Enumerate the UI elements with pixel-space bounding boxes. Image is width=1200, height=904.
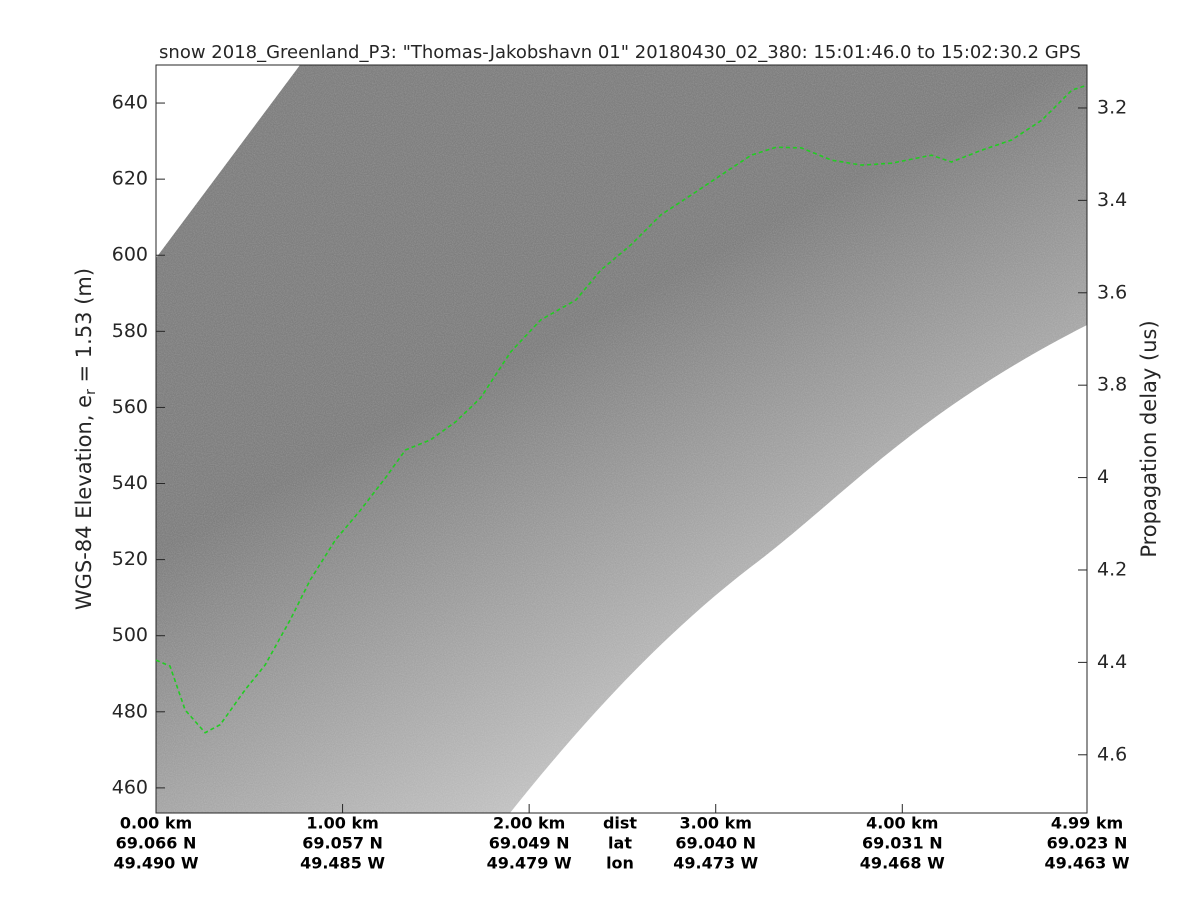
lat-label: 69.057 N: [302, 834, 383, 853]
lon-label: 49.479 W: [487, 854, 572, 873]
lon-label: 49.485 W: [300, 854, 385, 873]
y-tick-label: 540: [112, 472, 148, 494]
y-axis-label: WGS-84 Elevation, er = 1.53 (m): [72, 268, 99, 610]
row-label: lon: [606, 854, 634, 873]
y2-tick-label: 4.2: [1097, 558, 1127, 580]
x-tick-label: 4.00 km: [866, 814, 938, 833]
lat-label: 69.040 N: [675, 834, 756, 853]
x-tick-label: 3.00 km: [680, 814, 752, 833]
y-axis-label-end: = 1.53 (m): [72, 268, 96, 389]
y2-tick-label: 4.4: [1097, 651, 1127, 673]
lat-label: 69.031 N: [862, 834, 943, 853]
row-label: lat: [608, 834, 632, 853]
y-axis-label-sub: r: [83, 389, 99, 395]
chart-title: snow 2018_Greenland_P3: "Thomas-Jakobsha…: [159, 42, 1081, 63]
lon-label: 49.468 W: [860, 854, 945, 873]
lon-label: 49.473 W: [673, 854, 758, 873]
y-tick-label: 640: [112, 92, 148, 114]
y2-tick-label: 4.6: [1097, 743, 1127, 765]
y-tick-label: 580: [112, 320, 148, 342]
y2-tick-label: 3.4: [1097, 189, 1127, 211]
y-tick-label: 560: [112, 396, 148, 418]
y-tick-label: 480: [112, 700, 148, 722]
y-tick-label: 460: [112, 776, 148, 798]
y2-axis-label: Propagation delay (us): [1137, 320, 1161, 557]
lat-label: 69.049 N: [489, 834, 570, 853]
lon-label: 49.490 W: [114, 854, 199, 873]
x-tick-label: 0.00 km: [120, 814, 192, 833]
y-axis-label-text: WGS-84 Elevation, e: [72, 395, 96, 610]
y2-tick-label: 3.2: [1097, 96, 1127, 118]
y-tick-label: 500: [112, 624, 148, 646]
plot-frame: [155, 64, 1088, 814]
y2-tick-label: 3.6: [1097, 281, 1127, 303]
y-tick-label: 600: [112, 244, 148, 266]
lat-label: 69.023 N: [1047, 834, 1128, 853]
x-tick-label: 1.00 km: [306, 814, 378, 833]
y2-tick-label: 3.8: [1097, 374, 1127, 396]
x-tick-label: 2.00 km: [493, 814, 565, 833]
lat-label: 69.066 N: [116, 834, 197, 853]
x-tick-label: 4.99 km: [1051, 814, 1123, 833]
surface-line: [156, 84, 1087, 734]
lon-label: 49.463 W: [1045, 854, 1130, 873]
y2-tick-label: 4: [1097, 466, 1109, 488]
y-tick-label: 620: [112, 168, 148, 190]
y-tick-label: 520: [112, 548, 148, 570]
row-label: dist: [603, 814, 637, 833]
echogram-image: [156, 65, 1087, 813]
